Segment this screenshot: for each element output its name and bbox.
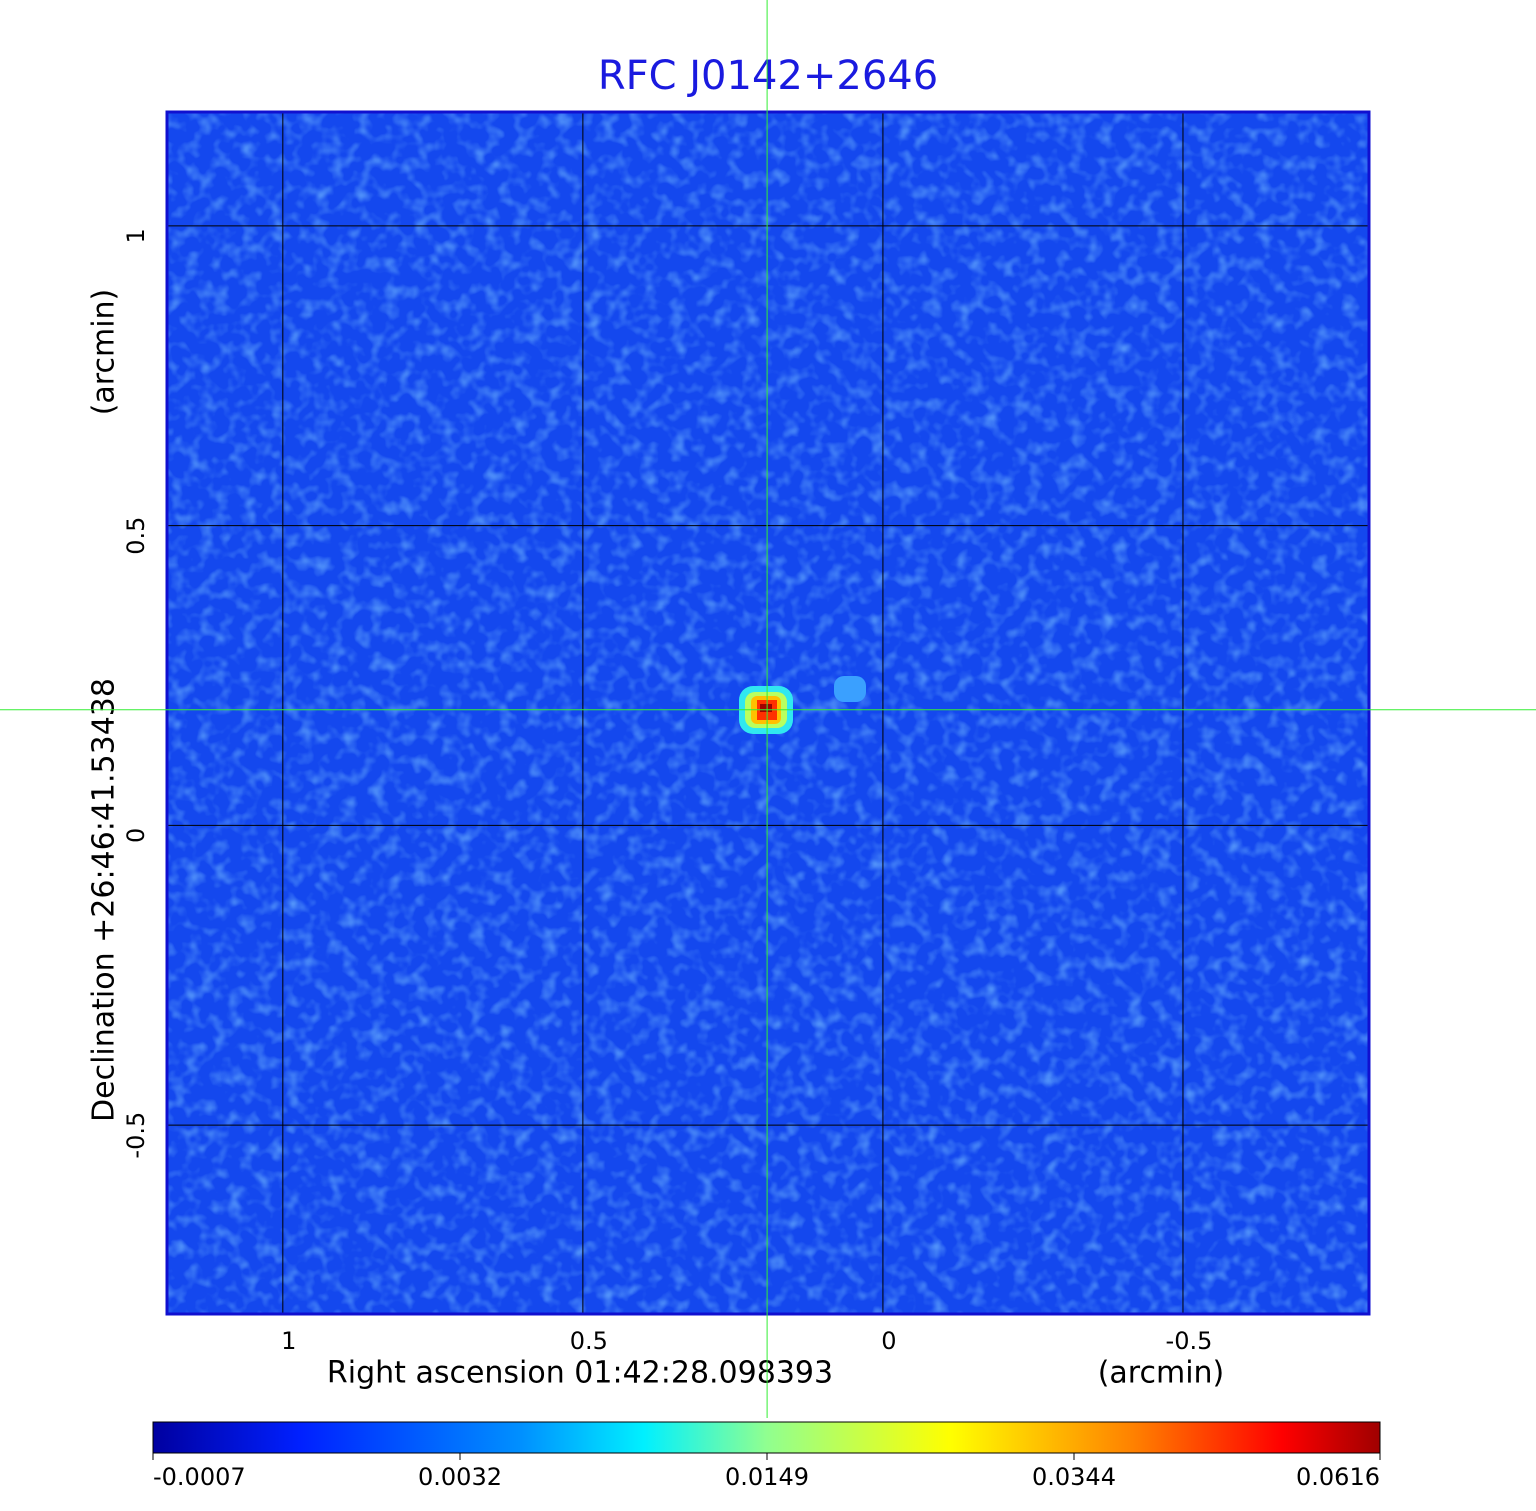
y-axis-label: Declination +26:46:41.53438 [87, 678, 122, 1122]
chart-title: RFC J0142+2646 [598, 53, 938, 99]
colorbar-tick-label: 0.0032 [418, 1463, 502, 1491]
colorbar-tick-label: 0.0616 [1296, 1463, 1380, 1491]
x-axis-unit: (arcmin) [1098, 1356, 1225, 1391]
y-axis-unit: (arcmin) [87, 289, 122, 416]
x-tick-label: -0.5 [1166, 1327, 1213, 1355]
colorbar [152, 1421, 1381, 1454]
colorbar-tick-label: 0.0149 [725, 1463, 809, 1491]
x-tick-label: 0.5 [570, 1327, 608, 1355]
x-tick-label: 1 [281, 1327, 296, 1355]
y-tick-label: 0 [122, 828, 150, 843]
x-tick-label: 0 [881, 1327, 896, 1355]
x-axis-label: Right ascension 01:42:28.098393 [327, 1356, 833, 1391]
colorbar-tick-label: 0.0344 [1032, 1463, 1116, 1491]
y-tick-label: -0.5 [122, 1112, 150, 1159]
colorbar-tick-label: -0.0007 [153, 1463, 246, 1491]
y-tick-label: 1 [122, 228, 150, 243]
y-tick-label: 0.5 [122, 517, 150, 555]
frame [165, 110, 1371, 1316]
